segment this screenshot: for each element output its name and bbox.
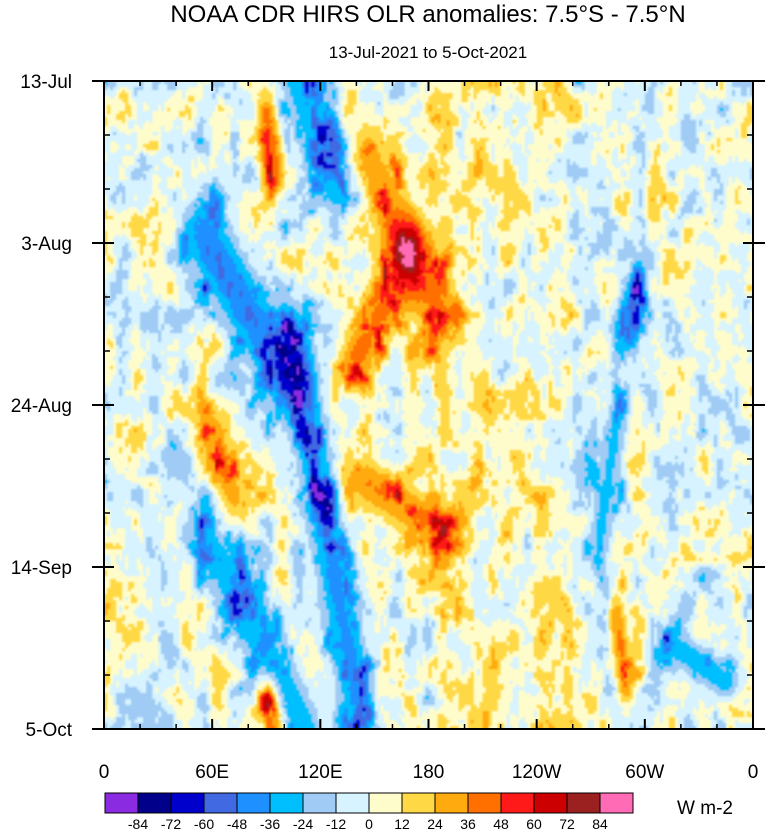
colorbar-swatch: [566, 792, 601, 814]
colorbar-level-label: -12: [326, 816, 346, 830]
colorbar-swatch: [203, 792, 238, 814]
x-axis: 0 60E 120E 180 120W 60W 0: [99, 81, 759, 783]
colorbar-level-label: 48: [493, 816, 509, 830]
colorbar-swatch: [137, 792, 172, 814]
x-tick-label: 60W: [625, 762, 664, 783]
olr-anomaly-field: [104, 81, 753, 729]
x-tick-label: 120E: [298, 762, 342, 783]
colorbar-level-label: -24: [293, 816, 313, 830]
chart-title: NOAA CDR HIRS OLR anomalies: 7.5°S - 7.5…: [170, 1, 685, 28]
x-tick-label: 120W: [512, 762, 562, 783]
colorbar-swatch: [236, 792, 271, 814]
y-tick-label: 3-Aug: [21, 234, 72, 255]
y-axis: 13-Jul 3-Aug 24-Aug 14-Sep 5-Oct: [11, 72, 765, 741]
plot-area: [103, 80, 754, 730]
colorbar-unit-label: W m-2: [677, 798, 733, 819]
colorbar-level-label: 60: [526, 816, 542, 830]
colorbar-swatch: [104, 792, 139, 814]
colorbar-swatch: [500, 792, 535, 814]
colorbar-swatch: [467, 792, 502, 814]
colorbar-level-label: -48: [227, 816, 247, 830]
x-tick-label: 180: [413, 762, 445, 783]
y-tick-label: 5-Oct: [26, 720, 73, 741]
colorbar-level-label: -60: [194, 816, 214, 830]
colorbar-swatch: [368, 792, 403, 814]
y-tick-label: 24-Aug: [11, 396, 72, 417]
y-tick-label: 13-Jul: [20, 72, 72, 93]
colorbar-level-label: -72: [161, 816, 181, 830]
colorbar-swatch: [170, 792, 205, 814]
colorbar-level-label: 84: [592, 816, 608, 830]
colorbar: -84 -72 -60 -48 -36 -24 -12 0 12 24 36 48 60 72 84: [104, 792, 634, 830]
colorbar-swatch: [401, 792, 436, 814]
colorbar-level-label: -84: [128, 816, 148, 830]
colorbar-swatch: [269, 792, 304, 814]
x-tick-label: 0: [748, 762, 759, 783]
colorbar-swatch: [599, 792, 634, 814]
colorbar-level-label: -36: [260, 816, 280, 830]
y-tick-label: 14-Sep: [11, 558, 72, 579]
colorbar-level-label: 24: [427, 816, 443, 830]
colorbar-level-label: 0: [365, 816, 373, 830]
chart-subtitle: 13-Jul-2021 to 5-Oct-2021: [329, 43, 527, 62]
x-tick-label: 60E: [195, 762, 229, 783]
colorbar-level-label: 72: [559, 816, 575, 830]
colorbar-swatch: [533, 792, 568, 814]
colorbar-level-label: 12: [394, 816, 410, 830]
colorbar-swatch: [302, 792, 337, 814]
colorbar-level-label: 36: [460, 816, 476, 830]
colorbar-swatch: [434, 792, 469, 814]
colorbar-swatch: [335, 792, 370, 814]
x-tick-label: 0: [99, 762, 110, 783]
